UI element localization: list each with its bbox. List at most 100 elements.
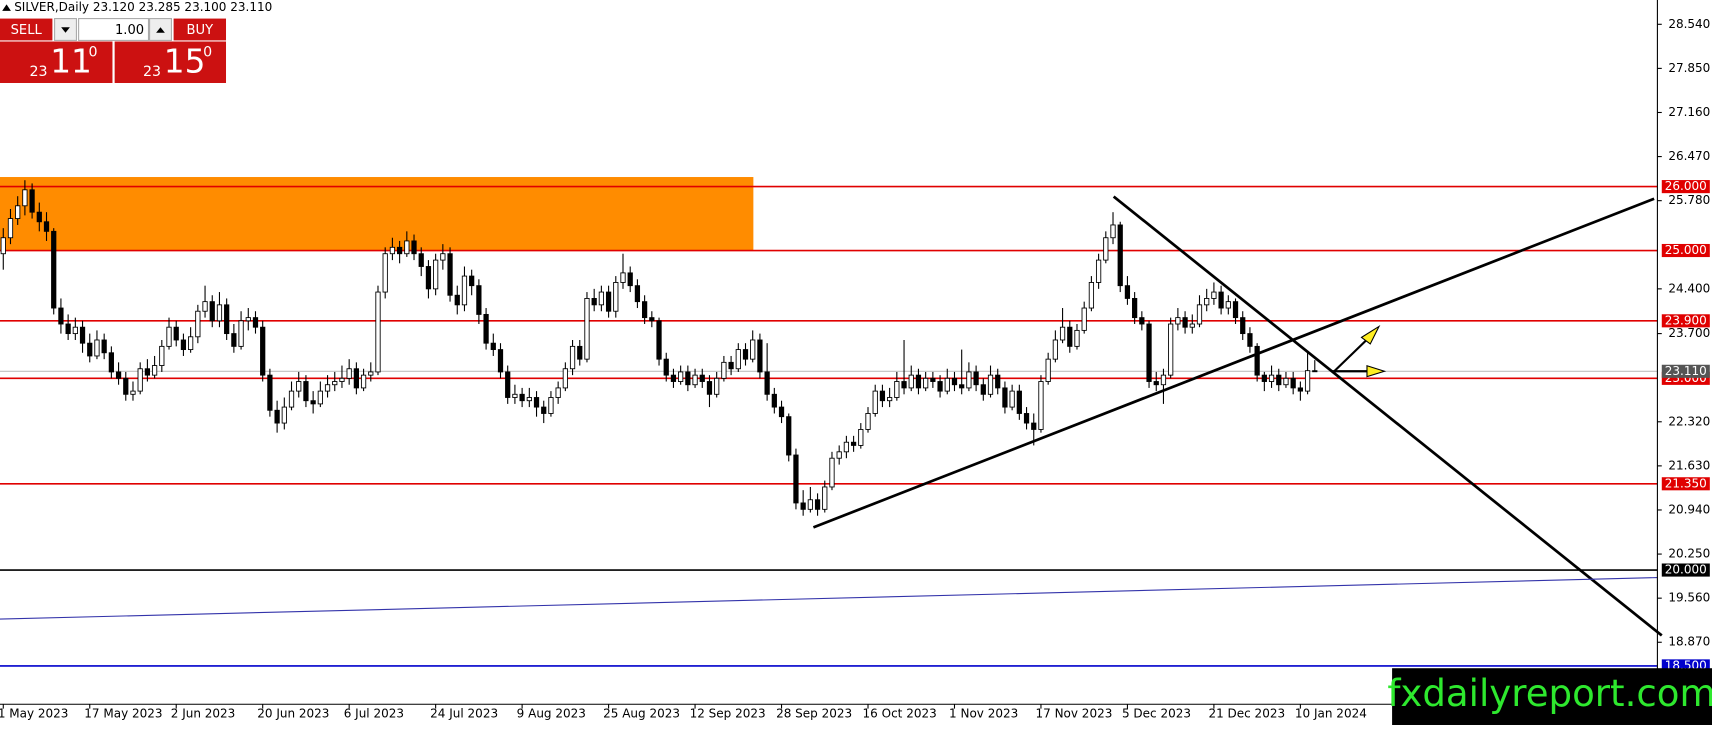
buy-price-sup[interactable]: 0 — [203, 44, 212, 60]
candle-body — [224, 304, 230, 335]
candle-body — [368, 371, 374, 376]
candle-body — [238, 320, 244, 347]
candle-body — [584, 298, 590, 360]
candle-body — [87, 342, 93, 357]
candle-body — [786, 416, 792, 456]
arrow-head — [1360, 324, 1381, 345]
candle-body — [627, 272, 633, 287]
level-label: 20.000 — [1665, 563, 1707, 577]
y-tick-label: 27.850 — [1668, 61, 1710, 75]
buy-label[interactable]: BUY — [187, 23, 215, 38]
candle-body — [130, 390, 136, 395]
sell-price-sup[interactable]: 0 — [88, 44, 97, 60]
sell-label[interactable]: SELL — [11, 23, 43, 38]
candle-body — [1095, 259, 1102, 283]
sell-price-big[interactable]: 23 — [29, 64, 47, 80]
candle-body — [1146, 323, 1152, 382]
candle-body — [22, 189, 28, 207]
candle-body — [807, 499, 813, 510]
y-tick-label: 26.470 — [1668, 149, 1710, 163]
candle-body — [188, 336, 194, 351]
candle-body — [209, 301, 215, 322]
candle-body — [1038, 381, 1044, 430]
candle-body — [1276, 374, 1282, 386]
candle-body — [1247, 333, 1253, 347]
level-label-box — [1661, 243, 1710, 258]
y-tick-label: 28.540 — [1668, 17, 1710, 31]
x-tick-label: 17 Nov 2023 — [1035, 707, 1112, 721]
candle-body — [598, 291, 605, 306]
candle-body — [987, 374, 994, 395]
candle-body — [541, 406, 547, 414]
sell-price-box[interactable] — [0, 41, 113, 83]
candle-body — [490, 342, 496, 351]
y-tick-label: 20.250 — [1668, 547, 1710, 561]
y-tick-label: 19.560 — [1668, 591, 1710, 605]
candle-body — [108, 352, 114, 373]
candle-body — [937, 381, 943, 392]
candle-body — [1023, 413, 1030, 424]
candle-body — [1124, 285, 1131, 299]
last-price-box — [1661, 364, 1710, 378]
candle-body — [533, 397, 540, 408]
candle-body — [1139, 317, 1145, 325]
candle-body — [894, 381, 900, 398]
candle-body — [555, 387, 561, 398]
candle-body — [1254, 345, 1260, 376]
candle-body — [65, 323, 71, 335]
x-tick-label: 2 Jun 2023 — [171, 707, 236, 721]
x-tick-label: 20 Jun 2023 — [257, 707, 329, 721]
candle-body — [1088, 282, 1095, 309]
candle-body — [166, 326, 172, 347]
candle-body — [476, 285, 482, 315]
candle-body — [836, 451, 842, 459]
candle-body — [706, 381, 713, 395]
lot-value[interactable]: 1.00 — [115, 23, 144, 38]
candle-body — [469, 275, 475, 287]
level-label-box — [1661, 314, 1710, 328]
arrow — [1333, 337, 1369, 373]
y-tick-label: 22.320 — [1668, 414, 1710, 428]
candle-body — [173, 326, 179, 341]
candle-body — [728, 361, 734, 370]
candle-body — [569, 345, 576, 370]
lot-input[interactable] — [78, 18, 150, 41]
candle-body — [858, 429, 864, 446]
candle-body — [411, 240, 417, 255]
candle-body — [72, 326, 78, 335]
candle-body — [548, 397, 554, 414]
candle-body — [1196, 304, 1203, 325]
sell-button[interactable] — [0, 18, 53, 41]
candle-body — [879, 390, 886, 402]
candle-body — [577, 345, 583, 360]
candle-body — [1297, 387, 1303, 392]
buy-price-box[interactable] — [114, 41, 227, 83]
candle-body — [382, 253, 388, 293]
candle-body — [433, 259, 439, 290]
candle-body — [79, 326, 86, 344]
candle-body — [245, 317, 251, 322]
candle-body — [714, 377, 720, 395]
candle-body — [1290, 377, 1296, 389]
candle-body — [980, 384, 986, 395]
candle-body — [1204, 298, 1210, 306]
buy-button[interactable] — [173, 18, 227, 41]
candle-body — [966, 371, 972, 389]
candle-body — [512, 393, 518, 398]
x-tick-label: 28 Sep 2023 — [776, 707, 852, 721]
candle-body — [1045, 358, 1051, 382]
candle-body — [389, 246, 396, 255]
candle-body — [483, 313, 489, 344]
candle-body — [454, 294, 460, 306]
candle-body — [973, 371, 979, 386]
candle-body — [829, 457, 835, 488]
buy-price-main[interactable]: 15 — [164, 42, 206, 80]
candle-body — [151, 365, 158, 376]
channel-line — [0, 577, 1658, 620]
candle-body — [778, 406, 785, 418]
buy-price-big[interactable]: 23 — [143, 64, 161, 80]
candle-body — [678, 371, 684, 382]
sell-price-main[interactable]: 11 — [50, 42, 92, 80]
